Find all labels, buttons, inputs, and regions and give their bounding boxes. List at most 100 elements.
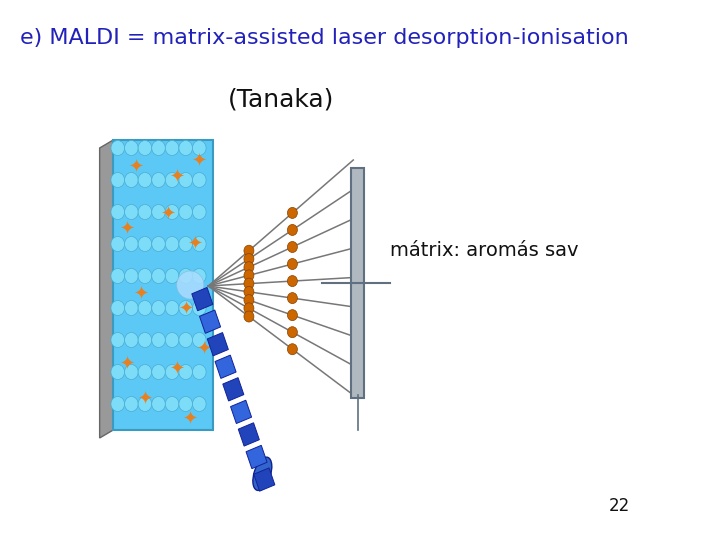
Circle shape: [166, 396, 179, 411]
Circle shape: [244, 294, 254, 306]
Circle shape: [166, 364, 179, 380]
Circle shape: [138, 237, 152, 252]
Circle shape: [152, 172, 166, 187]
Circle shape: [111, 364, 125, 380]
Text: ✦: ✦: [138, 391, 153, 409]
Polygon shape: [246, 446, 267, 469]
Circle shape: [125, 172, 138, 187]
Circle shape: [152, 140, 166, 156]
Circle shape: [166, 268, 179, 284]
Text: ✦: ✦: [178, 301, 193, 319]
Circle shape: [111, 140, 125, 156]
Ellipse shape: [253, 457, 272, 490]
Circle shape: [166, 172, 179, 187]
Text: ✦: ✦: [128, 159, 143, 177]
Circle shape: [138, 333, 152, 348]
Circle shape: [244, 262, 254, 273]
Circle shape: [125, 268, 138, 284]
Circle shape: [192, 140, 206, 156]
Circle shape: [152, 268, 166, 284]
Circle shape: [179, 364, 192, 380]
Text: e) MALDI = matrix-assisted laser desorption-ionisation: e) MALDI = matrix-assisted laser desorpt…: [20, 28, 629, 48]
Circle shape: [287, 309, 297, 321]
Circle shape: [166, 333, 179, 348]
Circle shape: [111, 237, 125, 252]
Circle shape: [166, 300, 179, 315]
Circle shape: [244, 245, 254, 256]
Circle shape: [192, 237, 206, 252]
Text: ✦: ✦: [169, 361, 184, 379]
Circle shape: [192, 333, 206, 348]
Circle shape: [287, 207, 297, 218]
Circle shape: [179, 205, 192, 219]
Circle shape: [111, 333, 125, 348]
Circle shape: [179, 268, 192, 284]
Polygon shape: [222, 377, 244, 401]
Circle shape: [192, 364, 206, 380]
Circle shape: [287, 225, 297, 235]
Circle shape: [287, 259, 297, 269]
Text: ✦: ✦: [183, 411, 198, 429]
Circle shape: [125, 396, 138, 411]
Polygon shape: [230, 400, 251, 423]
Circle shape: [138, 140, 152, 156]
Circle shape: [111, 268, 125, 284]
Polygon shape: [238, 423, 259, 446]
Circle shape: [192, 268, 206, 284]
Circle shape: [287, 293, 297, 303]
Circle shape: [152, 396, 166, 411]
Polygon shape: [207, 333, 228, 356]
Circle shape: [152, 333, 166, 348]
Circle shape: [138, 172, 152, 187]
Text: ✦: ✦: [133, 286, 148, 304]
Circle shape: [111, 300, 125, 315]
Polygon shape: [253, 468, 275, 491]
Circle shape: [138, 300, 152, 315]
Polygon shape: [99, 140, 113, 438]
Circle shape: [244, 311, 254, 322]
Polygon shape: [113, 140, 213, 430]
Circle shape: [244, 278, 254, 289]
Circle shape: [111, 396, 125, 411]
Circle shape: [244, 286, 254, 298]
Text: ✦: ✦: [187, 236, 202, 254]
Text: ✦: ✦: [197, 341, 212, 359]
Circle shape: [152, 364, 166, 380]
Circle shape: [138, 364, 152, 380]
Circle shape: [152, 205, 166, 219]
Text: 22: 22: [608, 497, 629, 515]
Circle shape: [138, 268, 152, 284]
Circle shape: [179, 333, 192, 348]
Circle shape: [244, 303, 254, 314]
Circle shape: [192, 300, 206, 315]
Circle shape: [244, 253, 254, 265]
Text: ✦: ✦: [160, 206, 175, 224]
Circle shape: [179, 237, 192, 252]
Text: ✦: ✦: [120, 356, 135, 374]
Polygon shape: [192, 287, 213, 310]
Circle shape: [125, 205, 138, 219]
Circle shape: [287, 241, 297, 253]
Circle shape: [152, 300, 166, 315]
Circle shape: [179, 300, 192, 315]
Circle shape: [179, 140, 192, 156]
Circle shape: [111, 205, 125, 219]
Circle shape: [111, 172, 125, 187]
Circle shape: [166, 237, 179, 252]
Text: ✦: ✦: [192, 153, 207, 171]
Text: ✦: ✦: [120, 221, 135, 239]
Circle shape: [125, 140, 138, 156]
Polygon shape: [199, 310, 220, 333]
Circle shape: [166, 140, 179, 156]
Polygon shape: [215, 355, 236, 379]
Circle shape: [192, 396, 206, 411]
Text: (Tanaka): (Tanaka): [228, 88, 334, 112]
Circle shape: [152, 237, 166, 252]
Circle shape: [125, 333, 138, 348]
Circle shape: [138, 396, 152, 411]
Circle shape: [244, 270, 254, 281]
Bar: [351, 168, 364, 398]
Circle shape: [179, 172, 192, 187]
Circle shape: [179, 396, 192, 411]
Circle shape: [192, 172, 206, 187]
